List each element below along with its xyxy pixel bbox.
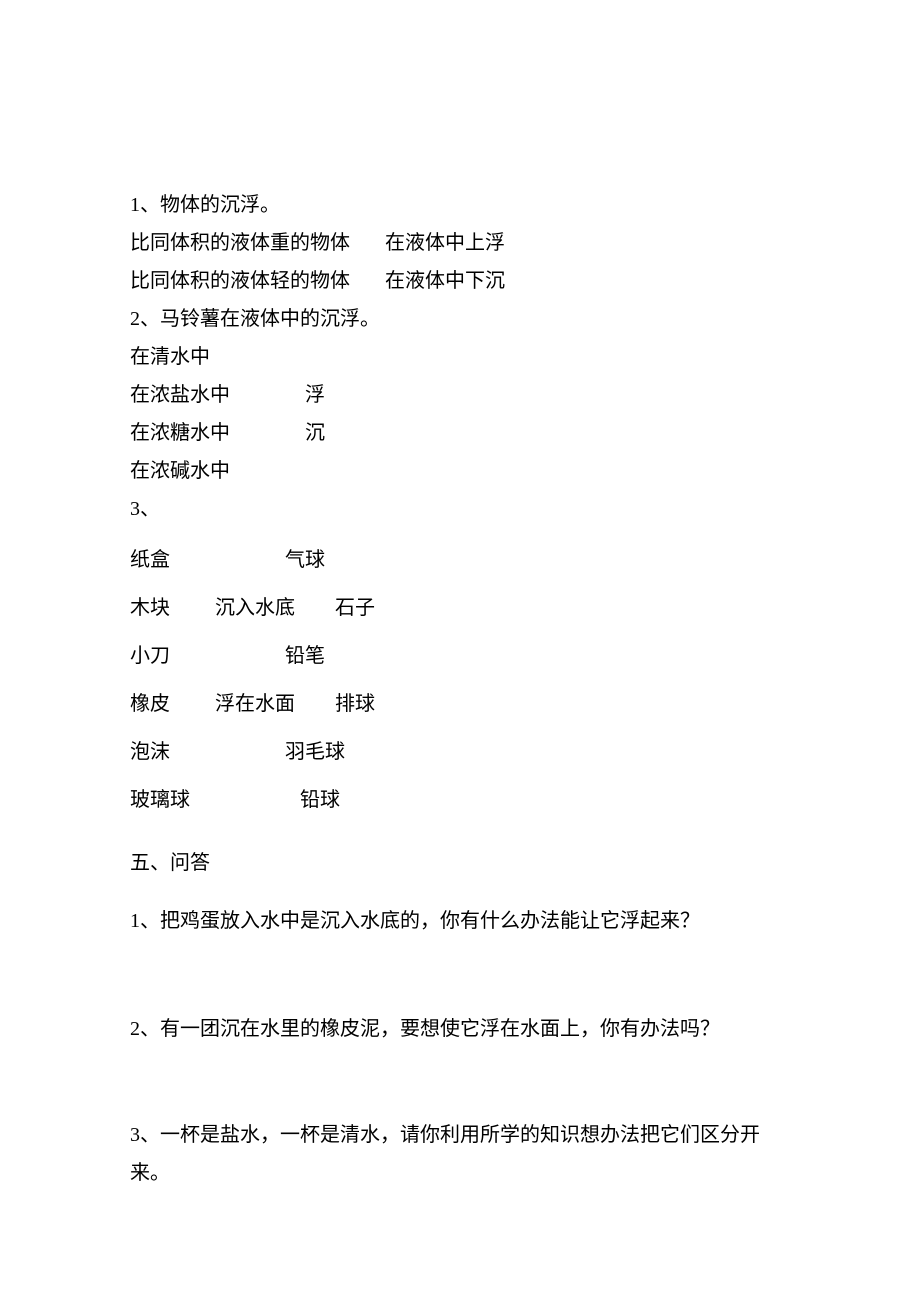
q2-r3-right: 沉 — [305, 422, 325, 444]
s5-q2-text: 有一团沉在水里的橡皮泥，要想使它浮在水面上，你有办法吗？ — [160, 1018, 720, 1040]
q2-title-text: 马铃薯在液体中的沉浮。 — [160, 308, 380, 330]
q1-num: 1 — [130, 194, 140, 216]
q3-row-0: 纸盒 气球 — [130, 536, 790, 584]
q2-sep: 、 — [140, 308, 160, 330]
q2-r2: 在浓盐水中 — [130, 384, 230, 406]
q2-r2-right: 浮 — [305, 384, 325, 406]
q3-mid-1: 沉入水底 — [215, 597, 295, 619]
q1-title: 1、物体的沉浮。 — [130, 186, 790, 224]
q2-row4: 在浓碱水中 — [130, 452, 790, 490]
q3-row-5: 玻璃球 铅球 — [130, 776, 790, 824]
q2-num: 2 — [130, 308, 140, 330]
q3-right-1: 石子 — [335, 597, 375, 619]
question-3: 3、 纸盒 气球 木块 沉入水底 石子 小刀 铅笔 橡皮 浮在水面 排球 泡沫 … — [130, 490, 790, 824]
s5-q3-num: 3 — [130, 1124, 140, 1146]
q3-right-5: 铅球 — [300, 789, 340, 811]
q1-row2-right: 在液体中下沉 — [385, 270, 505, 292]
q3-matching: 纸盒 气球 木块 沉入水底 石子 小刀 铅笔 橡皮 浮在水面 排球 泡沫 羽毛球… — [130, 536, 790, 824]
q3-left-2: 小刀 — [130, 645, 170, 667]
q3-right-3: 排球 — [335, 693, 375, 715]
question-1: 1、物体的沉浮。 比同体积的液体重的物体 在液体中上浮 比同体积的液体轻的物体 … — [130, 186, 790, 300]
q3-row-4: 泡沫 羽毛球 — [130, 728, 790, 776]
q1-row1-right: 在液体中上浮 — [385, 232, 505, 254]
q3-left-5: 玻璃球 — [130, 789, 190, 811]
q3-row-2: 小刀 铅笔 — [130, 632, 790, 680]
q3-row-3: 橡皮 浮在水面 排球 — [130, 680, 790, 728]
section-5-q3: 3、一杯是盐水，一杯是清水，请你利用所学的知识想办法把它们区分开来。 — [130, 1116, 790, 1192]
q1-sep: 、 — [140, 194, 160, 216]
q3-left-0: 纸盒 — [130, 549, 170, 571]
q3-left-4: 泡沫 — [130, 741, 170, 763]
q2-row2: 在浓盐水中 浮 — [130, 376, 790, 414]
s5-q2-sep: 、 — [140, 1018, 160, 1040]
q2-title: 2、马铃薯在液体中的沉浮。 — [130, 300, 790, 338]
q3-sep: 、 — [140, 498, 160, 520]
s5-q2-num: 2 — [130, 1018, 140, 1040]
s5-q3-sep: 、 — [140, 1124, 160, 1146]
q3-left-1: 木块 — [130, 597, 170, 619]
q2-r1: 在清水中 — [130, 346, 210, 368]
q3-mid-3: 浮在水面 — [215, 693, 295, 715]
q3-left-3: 橡皮 — [130, 693, 170, 715]
section-5-q1: 1、把鸡蛋放入水中是沉入水底的，你有什么办法能让它浮起来？ — [130, 902, 790, 940]
question-2: 2、马铃薯在液体中的沉浮。 在清水中 在浓盐水中 浮 在浓糖水中 沉 在浓碱水中 — [130, 300, 790, 490]
section-5-q2: 2、有一团沉在水里的橡皮泥，要想使它浮在水面上，你有办法吗？ — [130, 1010, 790, 1048]
q2-r3: 在浓糖水中 — [130, 422, 230, 444]
q1-row1: 比同体积的液体重的物体 在液体中上浮 — [130, 224, 790, 262]
q3-right-0: 气球 — [285, 549, 325, 571]
q2-row1: 在清水中 — [130, 338, 790, 376]
q3-row-1: 木块 沉入水底 石子 — [130, 584, 790, 632]
q2-row3: 在浓糖水中 沉 — [130, 414, 790, 452]
q1-title-text: 物体的沉浮。 — [160, 194, 280, 216]
q1-row1-left: 比同体积的液体重的物体 — [130, 232, 350, 254]
q3-right-4: 羽毛球 — [285, 741, 345, 763]
q3-title: 3、 — [130, 490, 790, 528]
q2-r4: 在浓碱水中 — [130, 460, 230, 482]
s5-q1-text: 把鸡蛋放入水中是沉入水底的，你有什么办法能让它浮起来？ — [160, 910, 700, 932]
s5-q3-text: 一杯是盐水，一杯是清水，请你利用所学的知识想办法把它们区分开来。 — [130, 1124, 760, 1184]
s5-q1-num: 1 — [130, 910, 140, 932]
q3-right-2: 铅笔 — [285, 645, 325, 667]
section-5-heading: 五、问答 — [130, 844, 790, 882]
s5-q1-sep: 、 — [140, 910, 160, 932]
q1-row2: 比同体积的液体轻的物体 在液体中下沉 — [130, 262, 790, 300]
q3-num: 3 — [130, 498, 140, 520]
q1-row2-left: 比同体积的液体轻的物体 — [130, 270, 350, 292]
